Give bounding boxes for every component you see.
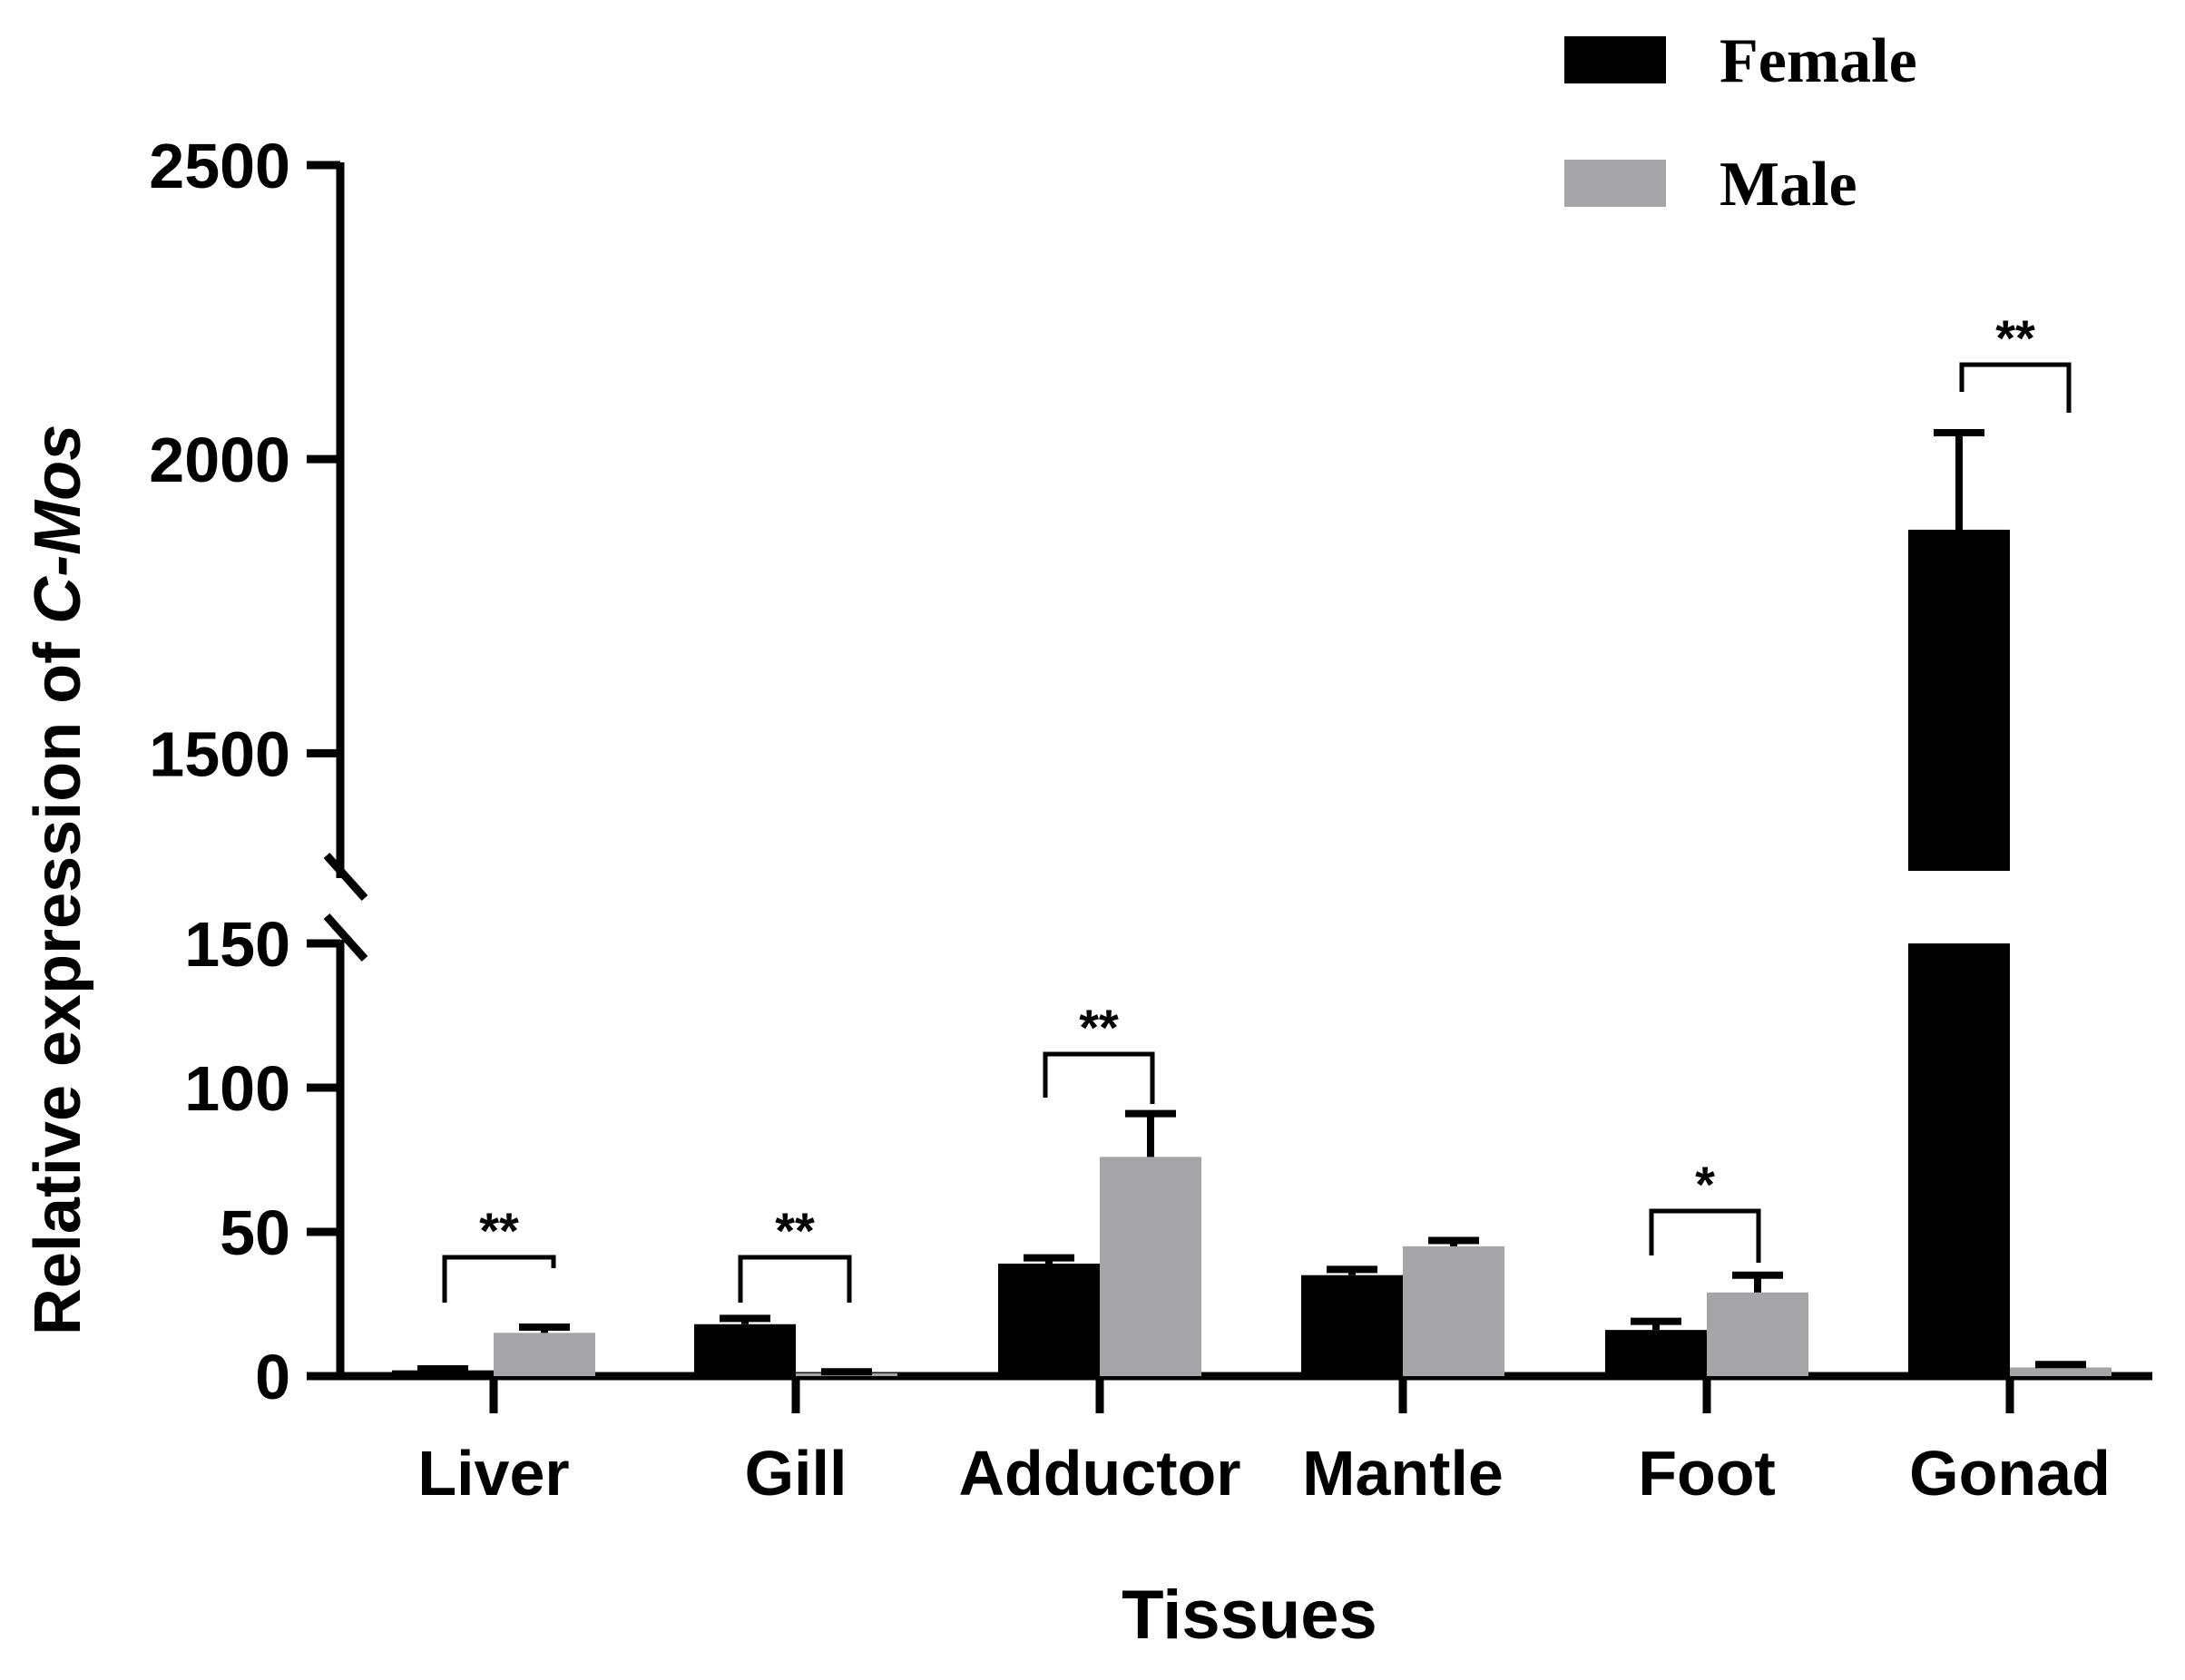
axis-break-mark (323, 853, 368, 901)
y-axis-title-prefix: Relative expression of (22, 624, 94, 1335)
legend: Female Male (1564, 26, 1917, 220)
x-tick-label-foot: Foot (1638, 1438, 1776, 1509)
y-axis: 0 50 100 150 1500 2000 2500 (149, 131, 368, 1412)
bar-male-adductor (1100, 1157, 1201, 1376)
bar-female-gonad-upper (1908, 529, 2010, 871)
bar-male-mantle (1403, 1245, 1504, 1376)
bar-male-liver (494, 1333, 595, 1376)
y-axis-title-gene: C-Mos (22, 425, 94, 624)
significance-bracket-gonad (1959, 362, 2072, 413)
bar-male-gonad (2010, 1367, 2112, 1376)
bar-female-foot (1605, 1330, 1707, 1376)
significance-bracket-gill (738, 1255, 852, 1303)
significance-label-gonad: ** (1995, 309, 2035, 366)
x-axis: Liver Gill Adductor Mantle Foot Gonad (337, 1372, 2152, 1509)
x-axis-title: Tissues (1122, 1577, 1377, 1654)
legend-swatch-male (1564, 160, 1666, 207)
y-tick-label: 150 (184, 909, 290, 980)
bar-female-adductor (998, 1263, 1100, 1376)
axis-break-mark (323, 913, 368, 962)
legend-label-female: Female (1720, 26, 1917, 96)
y-tick-label: 2000 (149, 425, 290, 495)
x-tick-label-gonad: Gonad (1909, 1438, 2111, 1509)
significance-label-adductor: ** (1079, 999, 1119, 1056)
bar-female-gonad-lower (1908, 943, 2010, 1376)
significance-bracket-liver (442, 1255, 556, 1303)
significance-bracket-foot (1649, 1208, 1761, 1263)
y-tick-label: 0 (255, 1342, 290, 1412)
bar-male-foot (1707, 1292, 1808, 1376)
legend-label-male: Male (1720, 150, 1857, 220)
bar-female-gill (694, 1323, 796, 1376)
significance-brackets: ** ******* (442, 309, 2072, 1303)
y-tick-label: 100 (184, 1053, 290, 1124)
significance-label-foot: * (1695, 1156, 1715, 1213)
bar-female-mantle (1301, 1275, 1403, 1376)
x-tick-label-liver: Liver (417, 1438, 569, 1509)
bar-female-liver (392, 1370, 494, 1376)
y-tick-label: 50 (220, 1197, 290, 1268)
y-axis-title: Relative expression of C-Mos (22, 425, 94, 1335)
bars (392, 428, 2112, 1376)
legend-swatch-female (1564, 36, 1666, 83)
significance-label-gill: ** (775, 1202, 815, 1259)
significance-bracket-adductor (1043, 1051, 1155, 1104)
x-tick-label-gill: Gill (745, 1438, 848, 1509)
y-tick-label: 1500 (149, 718, 290, 789)
x-tick-label-adductor: Adductor (958, 1438, 1240, 1509)
y-tick-label: 2500 (149, 131, 290, 201)
x-tick-label-mantle: Mantle (1302, 1438, 1504, 1509)
significance-label-liver: ** (479, 1202, 519, 1259)
